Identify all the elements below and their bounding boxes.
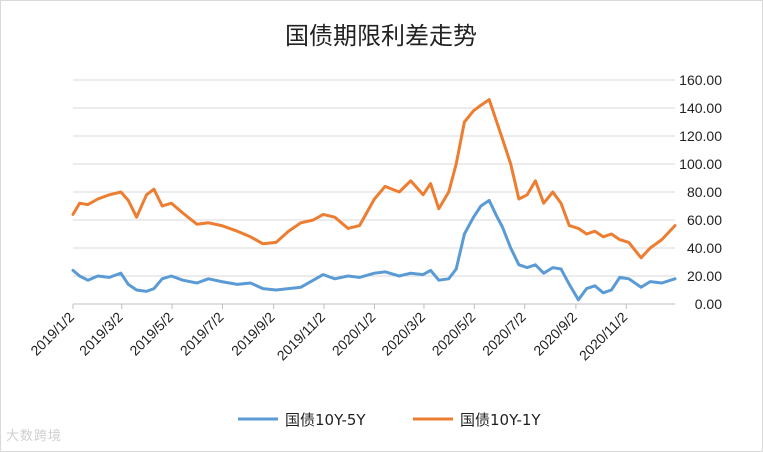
y-tick-label: 100.00 [679, 156, 722, 172]
x-tick-label: 2019/11/2 [274, 309, 329, 364]
y-tick-label: 40.00 [687, 240, 722, 256]
y-tick-label: 160.00 [679, 72, 722, 88]
x-tick-label: 2020/7/2 [479, 309, 529, 359]
y-tick-label: 80.00 [687, 184, 722, 200]
series-line-1 [71, 198, 677, 302]
x-tick-label: 2020/5/2 [429, 309, 479, 359]
chart-title: 国债期限利差走势 [285, 22, 477, 50]
y-tick-label: 0.00 [695, 296, 722, 312]
y-tick-label: 140.00 [679, 100, 722, 116]
x-tick-label: 2019/3/2 [76, 309, 126, 359]
legend: 国债10Y-5Y 国债10Y-1Y [238, 411, 541, 429]
x-tick-label: 2020/1/2 [329, 309, 379, 359]
x-tick-label: 2019/9/2 [228, 309, 278, 359]
watermark: 大数跨境 [6, 429, 63, 444]
x-tick-label: 2019/1/2 [27, 309, 77, 359]
y-tick-label: 120.00 [679, 128, 722, 144]
x-tick-label: 2020/11/2 [576, 309, 631, 364]
x-tick-label: 2019/5/2 [126, 309, 176, 359]
legend-label-2: 国债10Y-1Y [460, 411, 541, 429]
x-tick-label: 2020/3/2 [378, 309, 428, 359]
y-tick-label: 60.00 [687, 212, 722, 228]
x-tick-label: 2020/9/2 [530, 309, 580, 359]
gridlines [73, 79, 675, 277]
y-axis: 0.00 20.00 40.00 60.00 80.00 100.00 120.00 140.… [679, 72, 722, 312]
legend-label-1: 国债10Y-5Y [285, 411, 366, 429]
x-tick-label: 2019/7/2 [177, 309, 227, 359]
series-line-2 [71, 98, 677, 260]
series-lines [71, 98, 677, 302]
y-tick-label: 20.00 [687, 268, 722, 284]
